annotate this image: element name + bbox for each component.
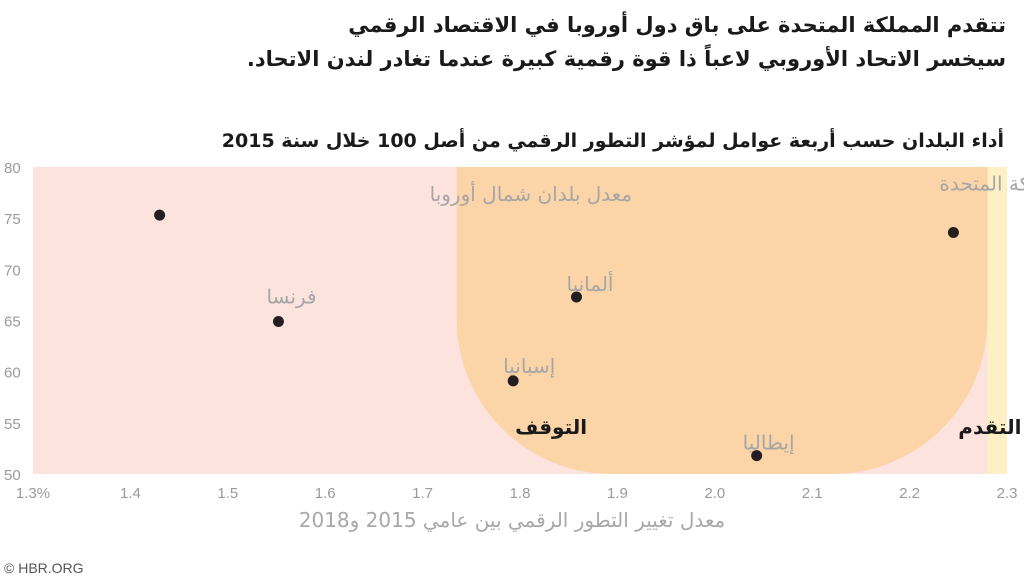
y-tick-label: 80 xyxy=(4,160,21,177)
headline-line-1: تتقدم المملكة المتحدة على باق دول أوروبا… xyxy=(348,13,1006,37)
point-label: فرنسا xyxy=(266,285,316,309)
point-label: المملكة المتحدة xyxy=(939,171,1024,195)
data-points xyxy=(154,209,959,462)
point-labels: معدل بلدان شمال أوروبا فرنسا ألمانيا إسباني… xyxy=(266,171,1024,455)
data-point xyxy=(272,316,284,328)
x-axis-ticks: 1.3% 1.4 1.5 1.6 1.7 1.8 1.9 2.0 2.1 2.2 2.3 xyxy=(16,485,1018,502)
x-tick-label: 2.3 xyxy=(997,485,1018,502)
y-tick-label: 55 xyxy=(4,416,21,433)
y-tick-label: 65 xyxy=(4,314,21,331)
zone-background-progress xyxy=(987,167,1007,474)
point-label: إيطاليا xyxy=(743,431,795,456)
x-tick-label: 1.8 xyxy=(510,485,531,502)
data-point xyxy=(507,375,519,387)
chart-title: أداء البلدان حسب أربعة عوامل لمؤشر التطو… xyxy=(221,130,1004,152)
point-label: ألمانيا xyxy=(566,271,613,296)
x-tick-label: 1.6 xyxy=(315,485,336,502)
x-tick-label: 2.2 xyxy=(899,485,920,502)
data-point xyxy=(751,450,763,462)
data-point xyxy=(154,209,166,221)
headline: تتقدم المملكة المتحدة على باق دول أوروبا… xyxy=(106,8,1006,76)
zone-background-stall xyxy=(456,167,988,474)
data-point xyxy=(947,226,959,238)
y-tick-label: 70 xyxy=(4,262,21,279)
x-tick-label: 1.5 xyxy=(217,485,238,502)
x-tick-label: 2.0 xyxy=(704,485,725,502)
x-tick-label: 2.1 xyxy=(802,485,823,502)
point-label: إسبانيا xyxy=(503,354,555,379)
x-tick-label: 1.3% xyxy=(16,485,50,502)
x-axis-label: معدل تغيير التطور الرقمي بين عامي 2015 و… xyxy=(298,508,726,532)
x-tick-label: 1.7 xyxy=(412,485,433,502)
y-tick-label: 75 xyxy=(4,211,21,228)
y-axis-ticks: 50 55 60 65 70 75 80 xyxy=(4,160,21,484)
zone-labels: التوقف التقدم xyxy=(515,415,1021,439)
zone-label: التوقف xyxy=(515,415,587,439)
data-point xyxy=(570,291,582,303)
point-label: معدل بلدان شمال أوروبا xyxy=(430,181,633,206)
headline-line-2: سيخسر الاتحاد الأوروبي لاعباً ذا قوة رقم… xyxy=(246,47,1006,71)
y-tick-label: 50 xyxy=(4,467,21,484)
zone-backgrounds xyxy=(33,167,1007,474)
x-tick-label: 1.4 xyxy=(120,485,141,502)
source-credit: © HBR.ORG xyxy=(4,560,84,576)
zone-label: التقدم xyxy=(958,415,1021,439)
y-tick-label: 60 xyxy=(4,365,21,382)
x-tick-label: 1.9 xyxy=(607,485,628,502)
